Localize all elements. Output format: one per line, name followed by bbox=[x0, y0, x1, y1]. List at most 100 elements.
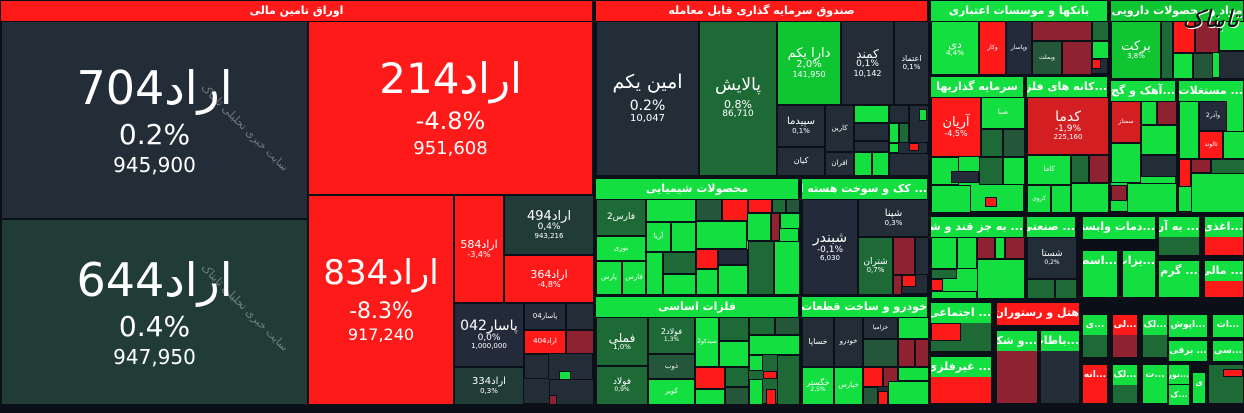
tile-salvand[interactable]: ثالوند bbox=[1199, 131, 1223, 159]
tile-arad404[interactable]: اراد404 bbox=[524, 330, 566, 354]
tile-kadma[interactable]: کدما -1,9% 225,160 bbox=[1027, 97, 1109, 155]
sector-auto[interactable]: خودرو و ساخت قطعات خساپا خودرو خزامیا خگ… bbox=[801, 296, 929, 405]
sector-title[interactable]: ...آهک و گچ bbox=[1111, 81, 1175, 101]
tile-small[interactable] bbox=[1191, 159, 1211, 173]
sector-cement[interactable]: ...آهک و گچ سمتاز bbox=[1110, 80, 1177, 213]
sector-title[interactable]: ... غیرفلزی bbox=[931, 357, 991, 377]
tile-kavir[interactable]: کویر bbox=[648, 379, 695, 405]
tile-small[interactable] bbox=[909, 143, 919, 151]
sector-title[interactable]: ...و شکر bbox=[997, 331, 1037, 351]
tile-sidko2[interactable]: سیدکو2 bbox=[695, 317, 719, 367]
tile-small[interactable] bbox=[696, 249, 718, 269]
tile-shapna[interactable]: شپنا 0,3% bbox=[858, 199, 929, 237]
tile-small[interactable] bbox=[1111, 143, 1141, 183]
tile-small[interactable] bbox=[663, 274, 696, 295]
tile-shatran[interactable]: شتران 0,7% bbox=[858, 237, 893, 295]
tile-small[interactable] bbox=[931, 323, 961, 341]
sector-title[interactable]: ... کک و سوخت هسته ای bbox=[802, 179, 927, 199]
tile-kian[interactable]: کیان bbox=[777, 147, 825, 176]
sector-small[interactable]: ...انه bbox=[1082, 364, 1108, 404]
tile-fars2[interactable]: فارس2 bbox=[596, 199, 646, 236]
sector-small[interactable]: ...ات bbox=[1212, 314, 1244, 338]
tile-vazar2[interactable]: وآذر2 bbox=[1199, 101, 1227, 131]
sector-services[interactable]: ...دمات وابسته bbox=[1082, 216, 1156, 240]
sector-realestate[interactable]: ... مستغلات وآذر2 ثالوند bbox=[1178, 80, 1244, 213]
sector-title[interactable]: ... به جز قند و شکر bbox=[931, 217, 1023, 237]
tile-small[interactable] bbox=[1193, 53, 1213, 79]
tile-small[interactable] bbox=[889, 123, 899, 143]
tile-small[interactable] bbox=[898, 339, 915, 367]
tile-day[interactable]: دی 4,4% bbox=[931, 21, 979, 75]
sector-hotel[interactable]: هتل و رستوران bbox=[996, 302, 1080, 326]
tile-small[interactable] bbox=[549, 395, 557, 405]
tile-small[interactable] bbox=[863, 339, 898, 367]
tile-kama[interactable]: کاما bbox=[1027, 155, 1071, 185]
tile-small[interactable] bbox=[524, 354, 549, 379]
tile-small[interactable] bbox=[695, 389, 725, 405]
tile-small[interactable] bbox=[718, 265, 748, 295]
tile-small[interactable] bbox=[671, 222, 696, 252]
tile-arian[interactable]: آریان -4,5% bbox=[931, 97, 981, 157]
tile-small[interactable] bbox=[749, 355, 763, 371]
sector-small[interactable]: ...ک bbox=[1168, 384, 1190, 405]
tile-small[interactable] bbox=[951, 171, 979, 183]
sector-title[interactable]: اوراق تامین مالی bbox=[1, 1, 592, 21]
sector-banks[interactable]: بانکها و موسسات اعتباری دی 4,4% وکار وپا… bbox=[930, 0, 1109, 75]
tile-small[interactable] bbox=[931, 291, 977, 299]
tile-small[interactable] bbox=[747, 213, 771, 241]
tile-noori[interactable]: نوری bbox=[596, 236, 646, 261]
tile-small[interactable] bbox=[696, 269, 718, 295]
sector-small[interactable]: ...ی bbox=[1082, 314, 1108, 358]
tile-small[interactable] bbox=[898, 317, 929, 339]
tile-fars[interactable]: فارس bbox=[622, 261, 646, 295]
tile-small[interactable] bbox=[1071, 155, 1089, 183]
tile-small[interactable] bbox=[1092, 59, 1101, 69]
tile-small[interactable] bbox=[719, 317, 749, 341]
tile-small[interactable] bbox=[1055, 279, 1077, 299]
sector-title[interactable]: ... اجتماعی bbox=[931, 303, 991, 323]
tile-small[interactable] bbox=[766, 389, 776, 405]
sector-mining[interactable]: ...کانه های فلزی کدما -1,9% 225,160 کاما… bbox=[1026, 76, 1109, 213]
tile-small[interactable] bbox=[549, 379, 594, 405]
tile-small[interactable] bbox=[719, 341, 749, 367]
tile-arad584[interactable]: اراد584 -3,4% bbox=[454, 195, 504, 303]
tile-khazamia[interactable]: خزامیا bbox=[863, 317, 898, 339]
sector-title[interactable]: ... مالی bbox=[1205, 261, 1243, 281]
tile-small[interactable] bbox=[1003, 157, 1025, 185]
sector-title[interactable]: مواد و محصولات دارویی bbox=[1111, 1, 1243, 21]
tile-etemad[interactable]: اعتماد 0,1% bbox=[894, 21, 929, 105]
tile-arad364[interactable]: اراد364 -4,8% bbox=[504, 255, 594, 303]
tile-small[interactable] bbox=[763, 371, 777, 379]
tile-small[interactable] bbox=[888, 381, 929, 405]
tile-small[interactable] bbox=[872, 152, 889, 176]
sector-small[interactable]: ...لی bbox=[1112, 314, 1138, 358]
tile-small[interactable] bbox=[981, 129, 1003, 157]
tile-shabandar[interactable]: شبندر -0,1% 6,030 bbox=[802, 199, 858, 295]
sector-small[interactable]: ...نوری bbox=[1168, 364, 1190, 385]
sector-social[interactable]: ... اجتماعی bbox=[930, 302, 992, 352]
tile-small[interactable] bbox=[985, 197, 997, 207]
tile-small[interactable] bbox=[1223, 369, 1243, 377]
tile-small[interactable] bbox=[1051, 185, 1071, 213]
tile-small[interactable] bbox=[749, 317, 775, 335]
tile-small[interactable] bbox=[1141, 101, 1157, 125]
tile-small[interactable] bbox=[1111, 185, 1127, 201]
tile-small[interactable] bbox=[863, 367, 883, 387]
tile-small[interactable] bbox=[566, 303, 594, 330]
sector-chemicals[interactable]: محصولات شیمیایی فارس2 نوری پارس فارس آری… bbox=[595, 178, 800, 295]
tile-foolad[interactable]: فولاد 0,9% bbox=[596, 366, 648, 405]
tile-small[interactable] bbox=[1062, 41, 1092, 75]
tile-small[interactable] bbox=[749, 379, 763, 405]
sector-small[interactable]: ...لک bbox=[1142, 314, 1168, 358]
sector-misc4[interactable]: ...یزات bbox=[1122, 250, 1156, 298]
tile-pars[interactable]: پارس bbox=[596, 261, 622, 295]
sector-misc2[interactable]: ...اغذی bbox=[1204, 216, 1244, 256]
tile-small[interactable] bbox=[780, 213, 800, 229]
sector-title[interactable]: ... گرم bbox=[1159, 261, 1199, 281]
tile-arad704[interactable]: اراد704 0.2% 945,900 bbox=[1, 21, 308, 219]
sector-food[interactable]: ... به جز قند و شکر bbox=[930, 216, 1025, 299]
tile-small[interactable] bbox=[1005, 237, 1025, 259]
tile-small[interactable] bbox=[1003, 129, 1025, 157]
tile-small[interactable] bbox=[902, 275, 916, 287]
tile-small[interactable] bbox=[1027, 279, 1055, 299]
